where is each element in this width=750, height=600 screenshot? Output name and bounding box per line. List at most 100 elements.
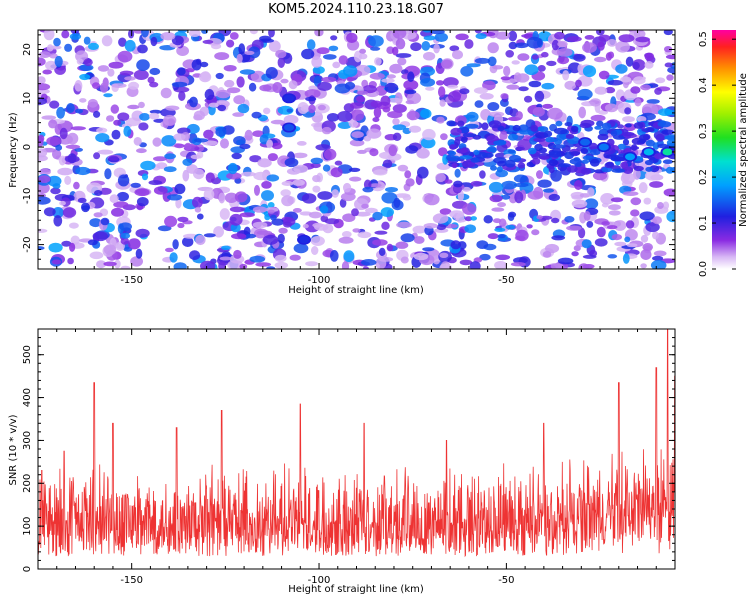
heatmap-cell xyxy=(422,128,436,141)
heatmap-cell xyxy=(392,30,407,39)
heatmap-cell xyxy=(629,146,640,150)
heatmap-cell xyxy=(52,207,64,219)
heatmap-cell xyxy=(277,233,285,244)
heatmap-cell xyxy=(594,86,608,95)
y-tick-label: 100 xyxy=(22,517,33,536)
heatmap-cell xyxy=(615,64,628,74)
heatmap-cell xyxy=(69,242,76,252)
heatmap-cell xyxy=(598,70,610,80)
heatmap-cell xyxy=(373,106,382,119)
heatmap-cell xyxy=(608,204,621,211)
heatmap-cell xyxy=(95,133,110,143)
heatmap-cell xyxy=(139,113,150,121)
heatmap-cell xyxy=(117,50,133,63)
heatmap-cell xyxy=(323,54,337,60)
heatmap-cell xyxy=(160,32,176,41)
heatmap-cell xyxy=(73,181,80,190)
heatmap-cell xyxy=(494,260,508,269)
heatmap-cell xyxy=(117,112,130,121)
heatmap-cell xyxy=(310,157,323,164)
heatmap-cell xyxy=(533,137,546,142)
heatmap-cell xyxy=(387,111,403,119)
heatmap-cell xyxy=(517,162,526,169)
heatmap-cell xyxy=(310,236,325,246)
heatmap-cell xyxy=(449,144,457,150)
heatmap-cell xyxy=(653,250,667,257)
heatmap-cell xyxy=(233,249,242,259)
heatmap-cell xyxy=(226,172,242,180)
heatmap-cell xyxy=(89,251,104,260)
heatmap-cell xyxy=(582,42,597,53)
heatmap-cell xyxy=(70,30,80,34)
heatmap-cell xyxy=(348,119,359,128)
heatmap-cell xyxy=(392,124,407,131)
heatmap-cell xyxy=(369,148,379,157)
heatmap-cell xyxy=(324,148,337,161)
heatmap-cell xyxy=(470,216,478,221)
heatmap-cell xyxy=(351,208,359,217)
heatmap-cell xyxy=(283,114,299,125)
heatmap-cell xyxy=(625,56,634,67)
heatmap-cell xyxy=(422,247,435,252)
heatmap-cell xyxy=(199,61,209,68)
heatmap-cell xyxy=(38,134,45,143)
heatmap-cell xyxy=(136,197,149,207)
heatmap-cell xyxy=(543,130,553,138)
heatmap-cell xyxy=(490,165,497,171)
heatmap-cell xyxy=(69,222,79,229)
heatmap-cell xyxy=(566,225,582,231)
heatmap-cell xyxy=(392,132,402,141)
heatmap-cell xyxy=(49,53,58,59)
heatmap-cell xyxy=(227,162,238,175)
heatmap-cell xyxy=(640,234,649,243)
heatmap-cell xyxy=(492,65,504,70)
heatmap-cell xyxy=(555,120,563,127)
heatmap-cell xyxy=(251,111,262,119)
heatmap-cell xyxy=(436,116,445,124)
heatmap-cell xyxy=(38,76,46,85)
heatmap-cell xyxy=(135,248,143,259)
heatmap-cell xyxy=(372,211,383,221)
heatmap-cell xyxy=(545,136,556,143)
heatmap-cell xyxy=(292,208,302,213)
heatmap-cell xyxy=(140,160,156,171)
heatmap-cell xyxy=(369,183,382,188)
heatmap-cell xyxy=(489,194,503,203)
heatmap-cell xyxy=(226,39,235,48)
heatmap-cell xyxy=(349,102,364,109)
heatmap-cell xyxy=(275,49,287,59)
heatmap-cell xyxy=(281,195,294,207)
heatmap-cell xyxy=(402,195,412,201)
heatmap-cell xyxy=(217,104,227,112)
heatmap-cell xyxy=(488,120,502,129)
heatmap-cell xyxy=(453,180,463,188)
heatmap-cell xyxy=(270,119,286,125)
snr-x-axis-label: Height of straight line (km) xyxy=(288,584,424,595)
heatmap-cell xyxy=(67,257,74,265)
heatmap-cell xyxy=(286,108,293,113)
heatmap-cell xyxy=(504,159,516,168)
heatmap-cell xyxy=(491,207,505,212)
heatmap-cell xyxy=(305,96,317,102)
heatmap-cell xyxy=(447,84,459,89)
heatmap-cell xyxy=(439,263,452,269)
heatmap-cell xyxy=(213,226,225,238)
heatmap-cell xyxy=(177,222,185,229)
heatmap-cell xyxy=(630,197,642,206)
heatmap-cell xyxy=(423,35,436,41)
heatmap-cell xyxy=(153,186,168,195)
heatmap-cell xyxy=(654,205,669,214)
heatmap-cell xyxy=(321,126,332,135)
heatmap-cell xyxy=(296,141,307,146)
heatmap-cell xyxy=(385,187,398,193)
heatmap-cell xyxy=(381,192,398,204)
heatmap-cell xyxy=(643,133,651,141)
heatmap-cell xyxy=(594,56,607,63)
heatmap-cell xyxy=(61,240,72,247)
heatmap-cell xyxy=(42,69,52,75)
y-tick-label: 10 xyxy=(22,92,33,105)
heatmap-cell xyxy=(564,122,573,127)
heatmap-cell xyxy=(157,225,172,232)
heatmap-cell xyxy=(622,191,639,197)
heatmap-cell xyxy=(530,124,538,132)
